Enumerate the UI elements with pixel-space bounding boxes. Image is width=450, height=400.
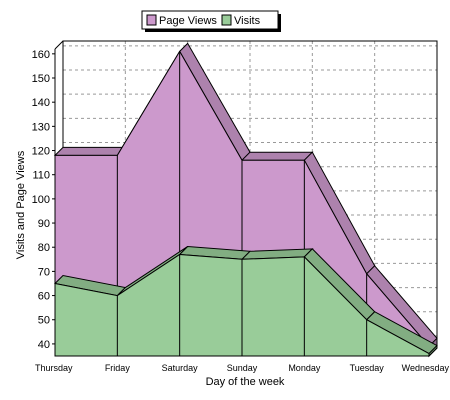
y-tick-label: 40 — [38, 339, 50, 351]
y-tick-label: 110 — [32, 170, 50, 182]
y-tick-label: 140 — [32, 97, 50, 109]
y-tick-label: 90 — [38, 218, 50, 230]
legend-label-visits: Visits — [234, 15, 261, 27]
legend-label-page-views: Page Views — [159, 15, 217, 27]
x-tick-label: Thursday — [35, 363, 73, 373]
x-tick-label: Friday — [105, 363, 131, 373]
x-tick-label: Saturday — [162, 363, 199, 373]
y-tick-label: 150 — [32, 73, 50, 85]
y-tick-label: 160 — [32, 49, 50, 61]
legend-swatch-page-views — [146, 14, 157, 26]
tick-labels: 40 50 60 70 80 90 100 110 120 130 140 150 160 Thursda… — [32, 49, 450, 373]
series-areas — [53, 42, 438, 358]
y-axis-title: Visits and Page Views — [15, 150, 27, 259]
y-tick-label: 70 — [38, 266, 50, 278]
legend-swatch-visits — [221, 14, 232, 26]
x-tick-label: Wednesday — [402, 363, 450, 373]
y-tick-label: 120 — [32, 146, 50, 158]
y-tick-label: 60 — [38, 291, 50, 303]
y-tick-label: 100 — [32, 194, 50, 206]
y-tick-label: 50 — [38, 315, 50, 327]
y-tick-label: 80 — [38, 242, 50, 254]
depth-line — [54, 40, 64, 50]
legend-box — [141, 10, 279, 30]
x-tick-label: Monday — [288, 363, 321, 373]
legend: Page Views Visits — [141, 10, 281, 32]
x-tick-label: Sunday — [227, 363, 258, 373]
area-top-face — [53, 146, 127, 156]
y-tick-label: 130 — [32, 121, 50, 133]
series-visits — [53, 245, 438, 358]
x-tick-label: Tuesday — [350, 363, 385, 373]
x-axis-title: Day of the week — [206, 376, 285, 388]
area-top-face — [240, 151, 314, 161]
